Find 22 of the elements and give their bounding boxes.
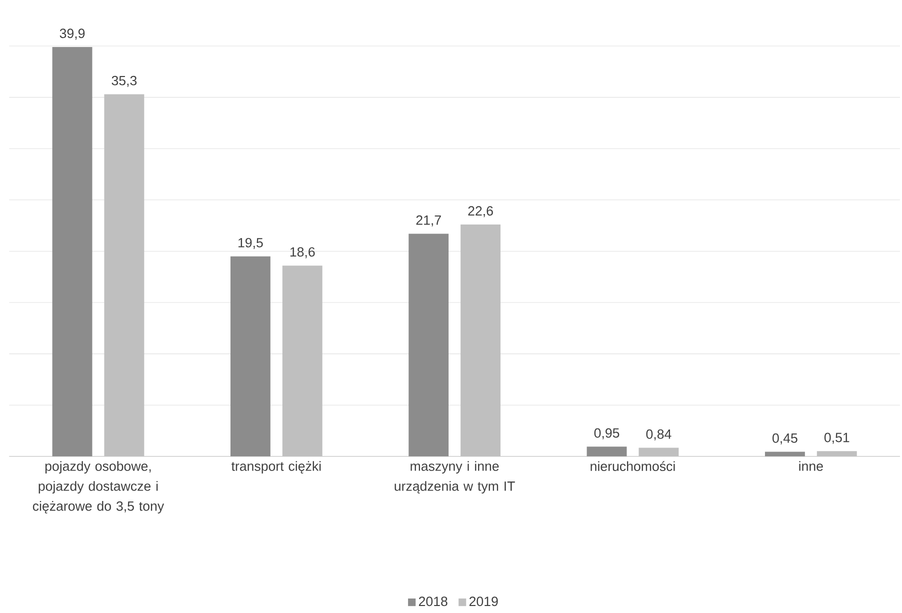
bar bbox=[764, 452, 805, 456]
data-label: 0,51 bbox=[824, 432, 850, 444]
bar bbox=[52, 46, 92, 456]
legend-label: 2018 bbox=[418, 596, 448, 606]
data-label: 18,6 bbox=[290, 247, 315, 258]
data-label: 0,84 bbox=[646, 429, 672, 440]
bar bbox=[586, 446, 627, 456]
bar bbox=[230, 256, 270, 456]
data-label: 19,5 bbox=[238, 238, 263, 249]
data-label: 21,7 bbox=[416, 215, 441, 226]
legend-label: 2019 bbox=[469, 596, 498, 606]
x-tick-label: maszyny i inne urządzenia w tym IT bbox=[394, 460, 515, 494]
x-tick-label: nieruchomości bbox=[590, 460, 675, 471]
x-tick-label: transport ciężki bbox=[231, 460, 321, 474]
data-label: 35,3 bbox=[112, 76, 137, 87]
x-tick-label: pojazdy osobowe, pojazdy dostawcze i ciężarowe do 3,5 tony bbox=[32, 460, 164, 514]
bar bbox=[408, 234, 449, 456]
data-label: 39,9 bbox=[60, 28, 85, 40]
data-label: 0,45 bbox=[772, 433, 798, 444]
data-label: 0,95 bbox=[594, 428, 620, 440]
x-tick-label: inne bbox=[799, 460, 823, 471]
data-label: 22,6 bbox=[468, 206, 493, 218]
